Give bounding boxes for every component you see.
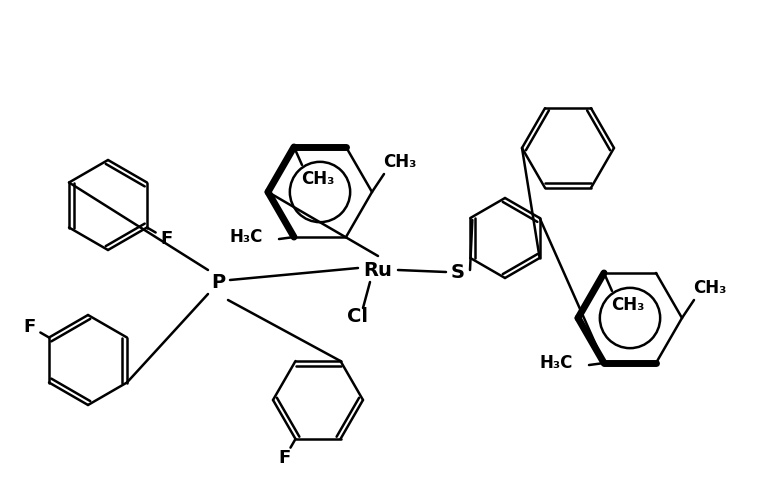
Text: P: P — [211, 273, 225, 292]
Text: F: F — [160, 229, 172, 247]
Text: F: F — [278, 449, 290, 467]
Text: H₃C: H₃C — [230, 228, 263, 246]
Text: Ru: Ru — [363, 261, 392, 280]
Text: CH₃: CH₃ — [301, 170, 335, 188]
Text: F: F — [24, 317, 36, 336]
Text: Cl: Cl — [347, 306, 369, 325]
Text: H₃C: H₃C — [539, 354, 573, 372]
Text: S: S — [451, 263, 465, 282]
Text: CH₃: CH₃ — [611, 296, 644, 314]
Text: CH₃: CH₃ — [694, 279, 727, 297]
Text: CH₃: CH₃ — [383, 153, 417, 171]
